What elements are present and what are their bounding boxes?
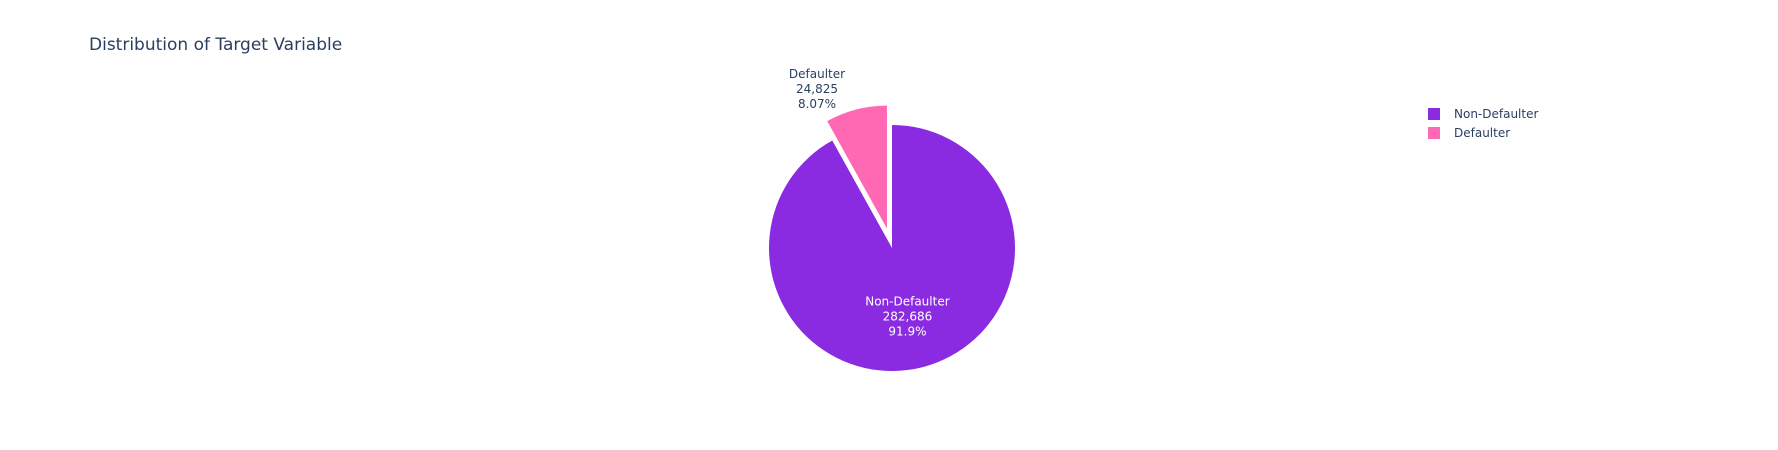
chart-title: Distribution of Target Variable	[89, 35, 342, 55]
slice-label-percent-text: 91.9%	[888, 325, 926, 339]
legend-swatch	[1428, 127, 1440, 139]
slice-label-percent-text: 8.07%	[798, 97, 836, 111]
slice-label-label: Non-Defaulter	[865, 295, 949, 309]
pie-slices	[768, 105, 1015, 371]
legend-item-non-defaulter[interactable]: Non-Defaulter	[1428, 107, 1538, 121]
slice-label-non-defaulter: Non-Defaulter 282,686 91.9%	[865, 295, 949, 339]
legend-item-defaulter[interactable]: Defaulter	[1428, 126, 1510, 140]
legend-label: Non-Defaulter	[1454, 107, 1538, 121]
legend-swatch	[1428, 108, 1440, 120]
pie-slice-labels: Non-Defaulter 282,686 91.9% Defaulter 24,825…	[789, 67, 950, 339]
legend: Non-Defaulter Defaulter	[1428, 107, 1538, 140]
slice-label-label: Defaulter	[789, 67, 845, 81]
slice-label-value-text: 282,686	[883, 310, 933, 324]
slice-label-defaulter: Defaulter 24,825 8.07%	[789, 67, 845, 111]
slice-label-value-text: 24,825	[796, 82, 838, 96]
pie-slice-defaulter[interactable]	[827, 105, 887, 229]
pie-slice-non-defaulter[interactable]	[768, 125, 1015, 371]
legend-label: Defaulter	[1454, 126, 1510, 140]
